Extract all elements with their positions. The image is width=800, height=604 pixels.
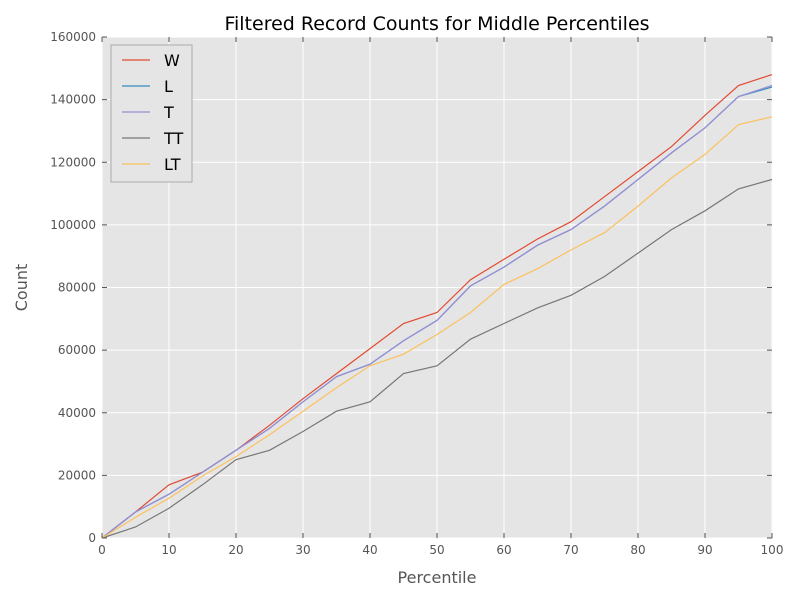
- series-lines: [101, 74, 773, 539]
- x-tick-label: 80: [630, 543, 645, 557]
- series-line-lt: [101, 116, 773, 539]
- y-tick-label: 100000: [50, 218, 96, 232]
- y-tick-label: 0: [88, 531, 96, 545]
- y-tick-label: 120000: [50, 155, 96, 169]
- x-tick-label: 10: [161, 543, 176, 557]
- series-line-tt: [101, 178, 773, 539]
- y-axis-label: Count: [12, 264, 31, 312]
- x-tick-label: 30: [295, 543, 310, 557]
- x-tick-label: 50: [429, 543, 444, 557]
- x-tick-label: 90: [697, 543, 712, 557]
- y-tick-label: 60000: [58, 343, 96, 357]
- y-tick-label: 40000: [58, 406, 96, 420]
- legend-label: T: [163, 103, 174, 122]
- axis-ticks: 0 10 20 30 40 50 60 70 80 90 100 0 20000 40000 60000 80…: [50, 30, 783, 557]
- series-line-t: [101, 84, 773, 539]
- x-tick-label: 0: [98, 543, 106, 557]
- y-tick-label: 160000: [50, 30, 96, 44]
- x-tick-label: 20: [228, 543, 243, 557]
- x-tick-label: 100: [761, 543, 784, 557]
- y-tick-label: 80000: [58, 281, 96, 295]
- y-tick-label: 20000: [58, 468, 96, 482]
- legend-label: LT: [164, 155, 181, 174]
- chart-title: Filtered Record Counts for Middle Percen…: [224, 13, 649, 35]
- x-axis-label: Percentile: [398, 568, 477, 587]
- x-tick-label: 70: [563, 543, 578, 557]
- y-tick-label: 140000: [50, 93, 96, 107]
- x-tick-label: 60: [496, 543, 511, 557]
- legend-label: W: [164, 51, 180, 70]
- x-tick-label: 40: [362, 543, 377, 557]
- legend-label: TT: [163, 129, 183, 148]
- legend-label: L: [164, 77, 173, 96]
- legend-box: [110, 44, 193, 183]
